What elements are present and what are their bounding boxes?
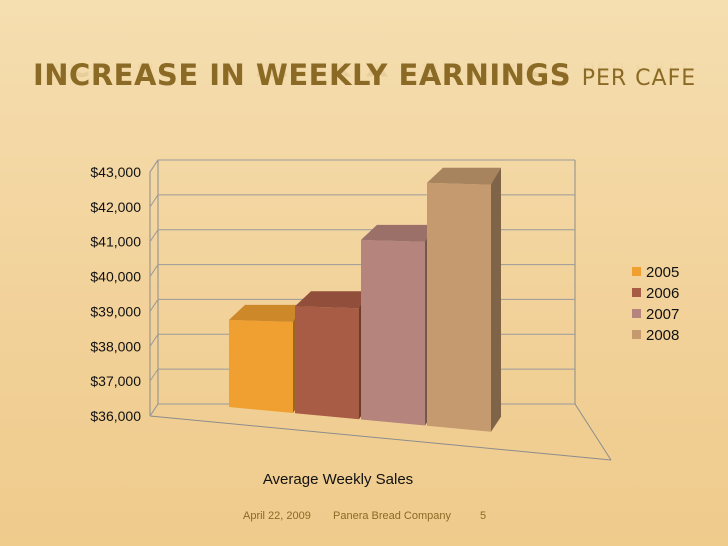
x-axis-label: Average Weekly Sales	[263, 471, 413, 488]
y-tick-label: $36,000	[90, 408, 141, 424]
bar-front-face	[361, 239, 425, 426]
slide-title-suffix: PER CAFE	[581, 66, 697, 91]
legend-swatch-2005	[632, 267, 641, 276]
bar-top-face	[361, 224, 435, 242]
floor-front-edge	[149, 415, 612, 461]
y-tick-label: $43,000	[90, 164, 141, 180]
y-tick-label: $42,000	[90, 199, 141, 215]
bar-front-face	[295, 306, 359, 420]
legend-label-2005: 2005	[646, 264, 679, 281]
footer-page-number: 5	[480, 510, 487, 522]
footer-company: Panera Bread Company	[333, 510, 452, 522]
footer-date: April 22, 2009	[243, 510, 311, 522]
y-axis-labels: $36,000 $37,000 $38,000 $39,000 $40,000 $41,0…	[90, 164, 141, 424]
slide-title: INCREASE IN WEEKLY EARNINGS PER CAFE	[33, 58, 696, 92]
legend-label-2006: 2006	[646, 285, 679, 302]
bar-top-face	[229, 304, 303, 322]
bar-side-face	[491, 167, 501, 432]
slide-title-main: INCREASE IN WEEKLY EARNINGS	[33, 58, 572, 92]
y-tick-label: $39,000	[90, 303, 141, 319]
bar-front-face	[229, 319, 293, 413]
bar-front-face	[427, 182, 491, 432]
legend-swatch-2008	[632, 330, 641, 339]
y-tick-label: $41,000	[90, 234, 141, 250]
y-tick-label: $38,000	[90, 338, 141, 354]
bar-2007	[361, 224, 435, 426]
y-tick-label: $37,000	[90, 373, 141, 389]
y-tick-label: $40,000	[90, 269, 141, 285]
legend-swatch-2006	[632, 288, 641, 297]
legend-label-2008: 2008	[646, 327, 679, 344]
bar-2008	[427, 167, 501, 432]
bar-2005	[229, 304, 303, 413]
chart-legend: 2005 2006 2007 2008	[632, 264, 679, 344]
bar-top-face	[427, 167, 501, 185]
chart-bars	[229, 167, 501, 432]
legend-label-2007: 2007	[646, 306, 679, 323]
gridline	[149, 194, 575, 208]
gridline	[149, 159, 575, 173]
bar-top-face	[295, 291, 369, 309]
bar-2006	[295, 291, 369, 420]
legend-swatch-2007	[632, 309, 641, 318]
